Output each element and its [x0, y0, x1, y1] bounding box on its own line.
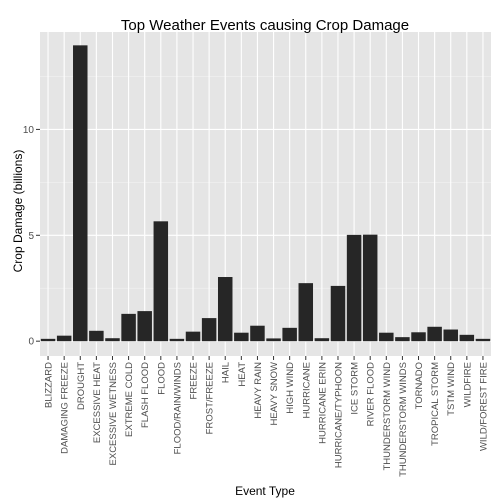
x-tick-label: THUNDERSTORM WIND	[382, 362, 393, 471]
y-tick-label: 0	[28, 337, 34, 348]
bar-damaging-freeze	[56, 335, 72, 342]
y-tick-label: 10	[23, 125, 35, 136]
bar-extreme-cold	[121, 313, 136, 342]
x-tick-label: WILD/FOREST FIRE	[478, 362, 489, 451]
bar-flood-rain-winds	[169, 338, 185, 342]
bar-wildfire	[459, 334, 475, 342]
bar-tornado	[411, 332, 426, 342]
x-tick-label: FREEZE	[189, 362, 200, 399]
x-tick-label: FLOOD	[156, 362, 167, 395]
x-tick-label: WILDFIRE	[462, 362, 473, 407]
plot-panel	[40, 32, 491, 356]
x-tick-label: FLOOD/RAIN/WINDS	[172, 362, 183, 454]
bar-thunderstorm-winds	[395, 337, 410, 342]
x-tick-label: ICE STORM	[350, 362, 361, 415]
bar-tropical-storm	[427, 326, 442, 342]
bar-hurricane-typhoon	[330, 285, 346, 342]
bar-flood	[153, 221, 169, 342]
x-tick-label: HURRICANE/TYPHOON	[333, 362, 344, 468]
y-axis-title: Crop Damage (billions)	[11, 150, 25, 273]
bar-frost-freeze	[201, 318, 217, 342]
bar-heavy-rain	[250, 325, 265, 342]
bar-excessive-wetness	[105, 338, 120, 342]
x-tick-label: THUNDERSTORM WINDS	[398, 362, 409, 477]
bar-excessive-heat	[89, 330, 104, 342]
x-tick-label: HEAVY RAIN	[253, 362, 264, 419]
x-tick-label: HIGH WIND	[285, 362, 296, 414]
x-tick-label: TROPICAL STORM	[430, 362, 441, 446]
bar-heat	[234, 332, 249, 342]
x-tick-label: HURRICANE ERIN	[317, 362, 328, 444]
bar-hurricane	[298, 283, 314, 342]
x-tick-label: TORNADO	[414, 362, 425, 409]
x-tick-label: EXCESSIVE HEAT	[92, 362, 103, 443]
x-tick-label: TSTM WIND	[446, 362, 457, 416]
bar-ice-storm	[346, 234, 362, 342]
y-tick-label: 5	[28, 231, 34, 242]
x-tick-label: EXCESSIVE WETNESS	[108, 362, 119, 465]
bar-hail	[217, 277, 233, 342]
x-tick-label: RIVER FLOOD	[366, 362, 377, 427]
x-tick-label: HEAT	[237, 362, 248, 387]
bar-freeze	[185, 331, 201, 342]
x-tick-label: FROST/FREEZE	[205, 362, 216, 434]
x-tick-label: BLIZZARD	[44, 362, 55, 408]
x-tick-label: DAMAGING FREEZE	[60, 362, 71, 454]
x-tick-label: EXTREME COLD	[124, 362, 135, 437]
bar-flash-flood	[137, 311, 152, 342]
bar-hurricane-erin	[314, 338, 330, 342]
x-tick-label: HURRICANE	[301, 362, 312, 418]
x-tick-label: FLASH FLOOD	[140, 362, 151, 428]
bar-thunderstorm-wind	[379, 332, 394, 342]
bar-heavy-snow	[266, 338, 281, 342]
chart-title: Top Weather Events causing Crop Damage	[121, 17, 409, 34]
bar-tstm-wind	[443, 329, 458, 342]
bar-drought	[73, 45, 88, 342]
x-tick-label: HEAVY SNOW	[269, 362, 280, 426]
x-axis-title: Event Type	[235, 484, 295, 498]
x-tick-label: DROUGHT	[76, 362, 87, 410]
bar-wild-forest-fire	[475, 338, 491, 342]
bar-high-wind	[282, 327, 297, 342]
bar-river-flood	[362, 234, 378, 342]
bar-blizzard	[40, 338, 56, 342]
x-tick-label: HAIL	[221, 362, 232, 383]
